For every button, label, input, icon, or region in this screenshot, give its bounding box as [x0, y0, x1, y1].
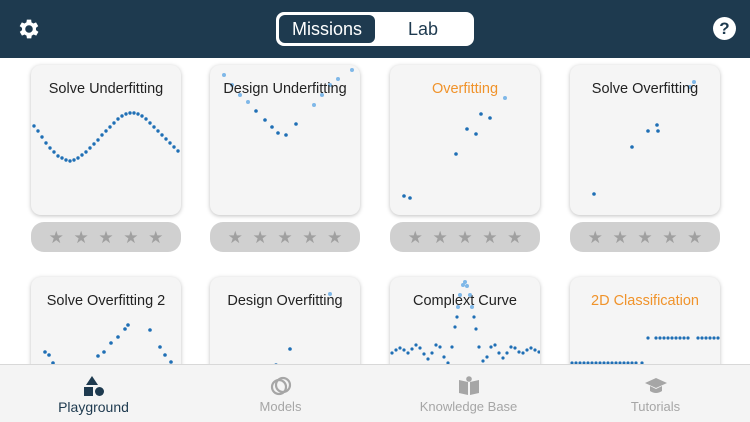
- scatter-preview: [274, 292, 332, 364]
- scatter-preview: [402, 96, 507, 200]
- star-icon: ★: [687, 227, 703, 247]
- star-icon: ★: [98, 227, 114, 247]
- faded-points: [688, 80, 696, 89]
- gear-icon[interactable]: [16, 16, 42, 42]
- star-icon: ★: [507, 227, 523, 247]
- star-icon: ★: [302, 227, 318, 247]
- star-icon: ★: [432, 227, 448, 247]
- mission-title: Solve Overfitting: [591, 81, 699, 97]
- mission-title: Solve Overfitting 2: [46, 293, 166, 309]
- segment-missions[interactable]: Missions: [279, 15, 375, 43]
- scatter-preview: [222, 68, 354, 137]
- data-points: [43, 323, 173, 364]
- mission-title: Complext Curve: [413, 293, 517, 309]
- mission-card-design-overfitting[interactable]: Design Overfitting: [210, 277, 360, 364]
- mission-title: 2D Classification: [591, 293, 699, 309]
- mission-card-2d-classification[interactable]: 2D Classification: [570, 277, 720, 364]
- tab-label: Tutorials: [630, 399, 681, 414]
- mission-card-solve-underfitting[interactable]: Solve Underfitting: [31, 65, 181, 215]
- tab-tutorials[interactable]: Tutorials: [562, 365, 749, 422]
- star-icon: ★: [612, 227, 628, 247]
- graduation-cap-icon: [645, 378, 667, 393]
- mission-card-complext-curve[interactable]: Complext Curve: [390, 277, 540, 364]
- star-icon: ★: [662, 227, 678, 247]
- tab-playground[interactable]: Playground: [0, 365, 187, 422]
- data-points: [390, 315, 540, 364]
- mission-card-solve-overfitting[interactable]: Solve Overfitting: [570, 65, 720, 215]
- tab-label: Models: [259, 399, 302, 414]
- star-rating: ★ ★ ★ ★ ★: [31, 222, 181, 252]
- star-icon: ★: [148, 227, 164, 247]
- star-icon: ★: [587, 227, 603, 247]
- star-rating: ★ ★ ★ ★ ★: [210, 222, 360, 252]
- tab-knowledge-base[interactable]: Knowledge Base: [375, 365, 562, 422]
- mission-card-solve-overfitting-2[interactable]: Solve Overfitting 2: [31, 277, 181, 364]
- scatter-preview: [390, 280, 540, 364]
- question-circle-icon[interactable]: ?: [713, 17, 736, 40]
- star-icon: ★: [123, 227, 139, 247]
- mission-title: Overfitting: [431, 81, 499, 97]
- mission-title: Design Overfitting: [227, 293, 343, 309]
- scatter-preview: [592, 80, 696, 196]
- segment-lab[interactable]: Lab: [407, 18, 439, 39]
- data-points: [592, 123, 660, 196]
- faded-points: [456, 280, 474, 309]
- star-icon: ★: [227, 227, 243, 247]
- star-icon: ★: [73, 227, 89, 247]
- faded-points: [503, 96, 507, 100]
- scatter-preview: [43, 323, 173, 364]
- tab-label: Knowledge Base: [419, 399, 518, 414]
- bottom-tab-bar: Playground Models Knowledge Base Tutoria…: [0, 364, 750, 422]
- data-points: [254, 109, 298, 137]
- mission-title: Solve Underfitting: [48, 81, 164, 97]
- book-icon: [459, 376, 479, 395]
- star-icon: ★: [482, 227, 498, 247]
- star-icon: ★: [637, 227, 653, 247]
- star-icon: ★: [277, 227, 293, 247]
- mission-title: Design Underfitting: [223, 81, 347, 97]
- data-points: [402, 112, 492, 200]
- star-icon: ★: [327, 227, 343, 247]
- data-points: [274, 347, 292, 364]
- scatter-preview: [570, 336, 720, 364]
- star-rating: ★ ★ ★ ★ ★: [570, 222, 720, 252]
- data-points: [570, 336, 720, 364]
- star-rating: ★ ★ ★ ★ ★: [390, 222, 540, 252]
- mission-card-overfitting[interactable]: Overfitting: [390, 65, 540, 215]
- star-icon: ★: [252, 227, 268, 247]
- mode-segmented-control: Missions Lab: [276, 12, 474, 46]
- shapes-icon: [84, 376, 104, 396]
- mission-card-design-underfitting[interactable]: Design Underfitting: [210, 65, 360, 215]
- data-points: [32, 111, 180, 163]
- scatter-preview: [32, 111, 180, 163]
- faded-points: [222, 68, 354, 107]
- star-icon: ★: [407, 227, 423, 247]
- top-bar: Missions Lab ?: [0, 0, 750, 58]
- tab-models[interactable]: Models: [187, 365, 374, 422]
- faded-points: [328, 292, 332, 296]
- star-icon: ★: [457, 227, 473, 247]
- star-icon: ★: [48, 227, 64, 247]
- missions-grid: Solve Underfitting Design Underfitting O…: [0, 58, 750, 364]
- tab-label: Playground: [58, 399, 129, 415]
- rings-icon: [270, 376, 292, 396]
